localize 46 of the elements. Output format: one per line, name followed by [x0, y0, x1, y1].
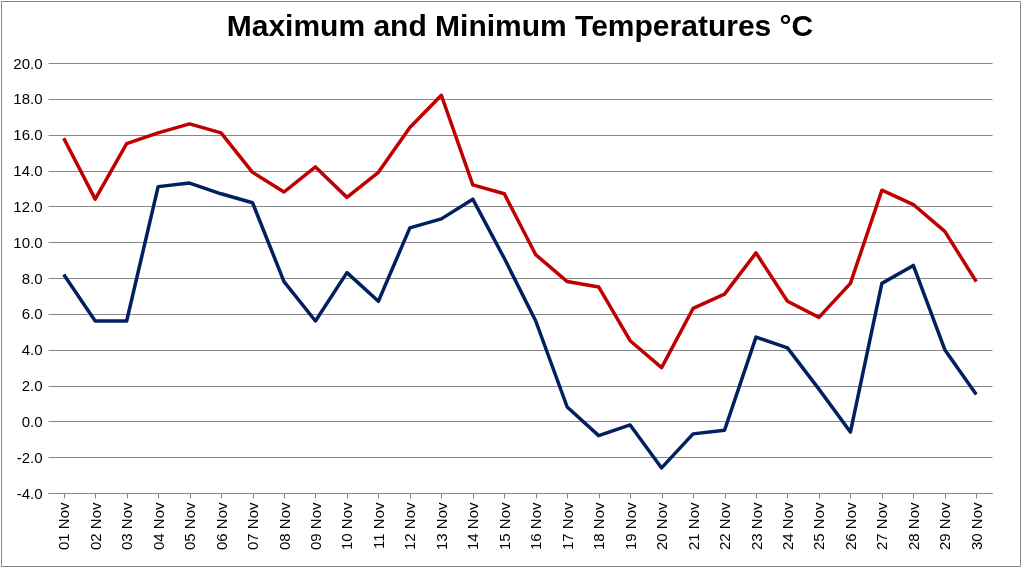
y-tick-label: -4.0: [16, 484, 43, 502]
x-tick-label: 25 Nov: [810, 502, 828, 551]
x-tick-label: 20 Nov: [653, 502, 671, 551]
y-tick-label: 20.0: [13, 54, 43, 72]
x-tick-label: 22 Nov: [716, 502, 734, 551]
x-tick-label: 29 Nov: [936, 502, 954, 551]
x-tick-label: 24 Nov: [778, 502, 796, 551]
x-tick-label: 23 Nov: [747, 502, 765, 551]
y-tick-label: 12.0: [13, 197, 43, 215]
y-tick-label: 4.0: [21, 341, 43, 359]
line-series: [61, 181, 979, 470]
x-tick-label: 05 Nov: [181, 502, 199, 551]
x-tick-label: 21 Nov: [684, 502, 702, 551]
x-tick-label: 01 Nov: [55, 502, 73, 551]
x-tick-label: 19 Nov: [621, 502, 639, 551]
x-tick-label: 18 Nov: [590, 502, 608, 551]
x-tick-label: 08 Nov: [275, 502, 293, 551]
x-tick-label: 04 Nov: [149, 502, 167, 551]
y-tick-label: -2.0: [16, 448, 43, 466]
y-tick-label: 10.0: [13, 233, 43, 251]
x-tick-label: 28 Nov: [904, 502, 922, 551]
x-tick-label: 15 Nov: [495, 502, 513, 551]
y-tick-label: 14.0: [13, 162, 43, 179]
line-series: [61, 93, 979, 370]
x-tick-label: 16 Nov: [527, 502, 545, 551]
x-tick-label: 27 Nov: [873, 502, 891, 551]
x-tick-label: 14 Nov: [464, 502, 482, 551]
y-tick-label: 18.0: [13, 90, 43, 108]
x-tick-label: 06 Nov: [212, 502, 230, 551]
x-tick-label: 02 Nov: [86, 502, 104, 551]
x-tick-label: 17 Nov: [558, 502, 576, 551]
y-tick-label: 6.0: [21, 305, 43, 323]
x-tick-label: 13 Nov: [432, 502, 450, 551]
x-tick-label: 11 Nov: [369, 502, 387, 549]
y-tick-label: 2.0: [21, 377, 43, 394]
y-tick-label: 8.0: [21, 269, 43, 287]
x-tick-label: 30 Nov: [967, 502, 985, 551]
x-tick-label: 03 Nov: [118, 502, 136, 551]
x-tick-label: 12 Nov: [401, 502, 419, 551]
chart-title: Maximum and Minimum Temperatures °C: [226, 9, 814, 42]
x-tick-label: 09 Nov: [306, 502, 324, 551]
x-tick-label: 07 Nov: [244, 502, 262, 551]
y-tick-label: 0.0: [21, 412, 43, 430]
y-tick-label: 16.0: [13, 126, 43, 144]
x-tick-label: 26 Nov: [841, 502, 859, 551]
x-tick-label: 10 Nov: [338, 502, 356, 551]
